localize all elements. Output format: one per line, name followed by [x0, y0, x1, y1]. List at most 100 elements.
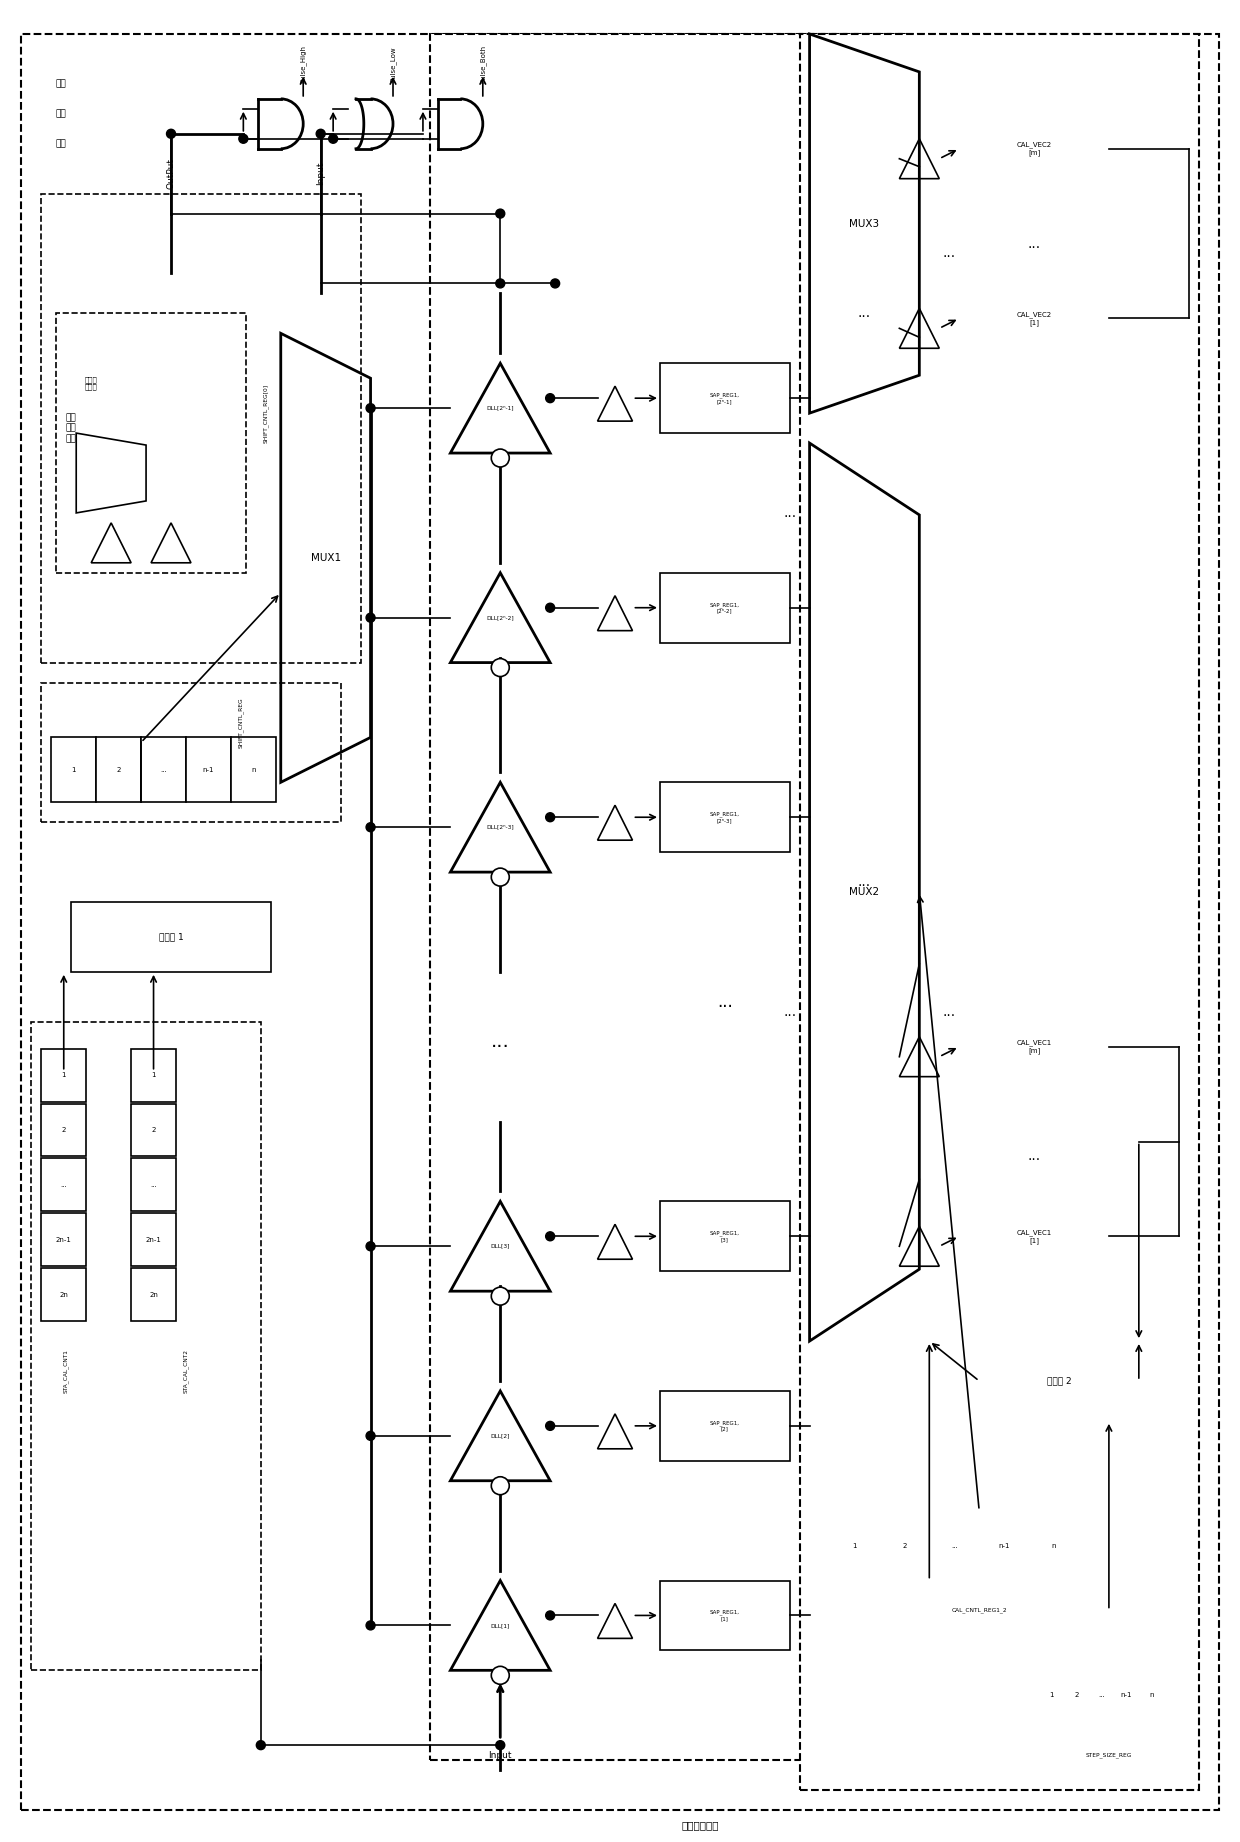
Circle shape — [546, 812, 554, 822]
Text: STA_CAL_CNT1: STA_CAL_CNT1 — [63, 1348, 69, 1393]
FancyBboxPatch shape — [97, 737, 141, 803]
FancyBboxPatch shape — [41, 1214, 87, 1265]
Text: ...: ... — [1099, 1693, 1105, 1698]
Text: 电路: 电路 — [56, 140, 67, 147]
Circle shape — [496, 278, 505, 287]
Text: SAP_REG1,
[2ⁿ-3]: SAP_REG1, [2ⁿ-3] — [709, 812, 740, 823]
Text: STEP_SIZE_REG: STEP_SIZE_REG — [1086, 1752, 1132, 1757]
FancyBboxPatch shape — [41, 193, 361, 663]
FancyBboxPatch shape — [960, 103, 1109, 193]
FancyBboxPatch shape — [1114, 1660, 1138, 1730]
Text: SAP_REG1,
[1]: SAP_REG1, [1] — [709, 1610, 740, 1621]
Text: DLL[2ⁿ-2]: DLL[2ⁿ-2] — [486, 615, 515, 621]
Text: 1: 1 — [72, 766, 76, 774]
Text: DLL[2ⁿ-3]: DLL[2ⁿ-3] — [486, 825, 515, 829]
FancyBboxPatch shape — [1029, 1510, 1079, 1580]
Text: 主控器 2: 主控器 2 — [1047, 1376, 1071, 1385]
Circle shape — [546, 1232, 554, 1242]
Circle shape — [366, 403, 374, 413]
Circle shape — [366, 613, 374, 623]
FancyBboxPatch shape — [56, 313, 246, 573]
Text: Input: Input — [489, 1750, 512, 1759]
Circle shape — [491, 868, 510, 886]
Text: n-1: n-1 — [998, 1542, 1009, 1549]
FancyBboxPatch shape — [960, 273, 1109, 363]
Text: 1: 1 — [62, 1072, 66, 1078]
Text: SAP_REG1,
[3]: SAP_REG1, [3] — [709, 1230, 740, 1242]
Text: n: n — [1149, 1693, 1153, 1698]
Text: n: n — [1052, 1542, 1056, 1549]
FancyBboxPatch shape — [660, 1391, 790, 1461]
Text: CAL_CNTL_REG1_2: CAL_CNTL_REG1_2 — [951, 1608, 1007, 1614]
FancyBboxPatch shape — [660, 1201, 790, 1271]
FancyBboxPatch shape — [186, 737, 231, 803]
Text: 2: 2 — [151, 1127, 156, 1133]
Text: 2n-1: 2n-1 — [56, 1236, 72, 1243]
Text: 2: 2 — [1074, 1693, 1079, 1698]
Circle shape — [257, 1741, 265, 1750]
FancyBboxPatch shape — [980, 1341, 1138, 1420]
Text: Input: Input — [316, 162, 325, 186]
FancyBboxPatch shape — [879, 1510, 929, 1580]
FancyBboxPatch shape — [800, 33, 1199, 1790]
Text: n: n — [250, 766, 255, 774]
Text: CAL_VEC1
[m]: CAL_VEC1 [m] — [1017, 1039, 1052, 1054]
Circle shape — [496, 210, 505, 217]
Text: ...: ... — [61, 1183, 67, 1188]
Circle shape — [366, 1621, 374, 1630]
FancyBboxPatch shape — [131, 1048, 176, 1102]
Text: SAP_REG1,
[2ⁿ-1]: SAP_REG1, [2ⁿ-1] — [709, 392, 740, 403]
FancyBboxPatch shape — [41, 1048, 87, 1102]
Circle shape — [366, 1242, 374, 1251]
FancyBboxPatch shape — [1138, 1660, 1164, 1730]
FancyBboxPatch shape — [131, 1103, 176, 1157]
Text: ...: ... — [942, 1004, 956, 1019]
FancyBboxPatch shape — [830, 1510, 879, 1580]
FancyBboxPatch shape — [141, 737, 186, 803]
FancyBboxPatch shape — [131, 1214, 176, 1265]
Text: CAL_VEC2
[1]: CAL_VEC2 [1] — [1017, 311, 1052, 326]
Circle shape — [166, 129, 176, 138]
Circle shape — [239, 134, 248, 144]
FancyBboxPatch shape — [231, 737, 275, 803]
Text: 主控器 1: 主控器 1 — [159, 932, 184, 941]
Circle shape — [329, 134, 337, 144]
Text: ...: ... — [160, 766, 167, 774]
Text: 2: 2 — [62, 1127, 66, 1133]
FancyBboxPatch shape — [131, 1269, 176, 1321]
FancyBboxPatch shape — [41, 1103, 87, 1157]
FancyBboxPatch shape — [41, 683, 341, 822]
Text: 延时补
偿电路: 延时补 偿电路 — [84, 376, 98, 391]
Text: SAP_REG1,
[2ⁿ-2]: SAP_REG1, [2ⁿ-2] — [709, 602, 740, 613]
Text: ...: ... — [717, 993, 733, 1011]
FancyBboxPatch shape — [41, 1269, 87, 1321]
Text: Pulse_High: Pulse_High — [300, 44, 306, 83]
FancyBboxPatch shape — [21, 33, 1219, 1811]
Text: ...: ... — [951, 1542, 957, 1549]
Text: ...: ... — [150, 1183, 157, 1188]
Text: 2n: 2n — [60, 1291, 68, 1297]
FancyBboxPatch shape — [430, 33, 909, 1761]
Text: 1: 1 — [1049, 1693, 1054, 1698]
Text: SHIFT_CNTL_REG[0]: SHIFT_CNTL_REG[0] — [263, 383, 269, 442]
Text: Pulse_Low: Pulse_Low — [389, 46, 397, 81]
Circle shape — [496, 1741, 505, 1750]
FancyBboxPatch shape — [660, 783, 790, 853]
Circle shape — [366, 823, 374, 833]
Circle shape — [491, 1667, 510, 1684]
FancyBboxPatch shape — [131, 1159, 176, 1212]
Circle shape — [546, 602, 554, 612]
Text: 2n: 2n — [149, 1291, 157, 1297]
Text: CAL_VEC1
[1]: CAL_VEC1 [1] — [1017, 1229, 1052, 1243]
FancyBboxPatch shape — [660, 363, 790, 433]
Text: DLL[3]: DLL[3] — [491, 1243, 510, 1249]
Circle shape — [366, 1431, 374, 1440]
FancyBboxPatch shape — [31, 1022, 260, 1671]
FancyBboxPatch shape — [1039, 1660, 1064, 1730]
Text: CAL_VEC2
[m]: CAL_VEC2 [m] — [1017, 142, 1052, 157]
Text: 脉冲: 脉冲 — [56, 79, 67, 88]
Text: ...: ... — [858, 875, 870, 890]
Text: DLL[1]: DLL[1] — [491, 1623, 510, 1628]
Text: DLL[2]: DLL[2] — [491, 1433, 510, 1439]
FancyBboxPatch shape — [51, 737, 97, 803]
